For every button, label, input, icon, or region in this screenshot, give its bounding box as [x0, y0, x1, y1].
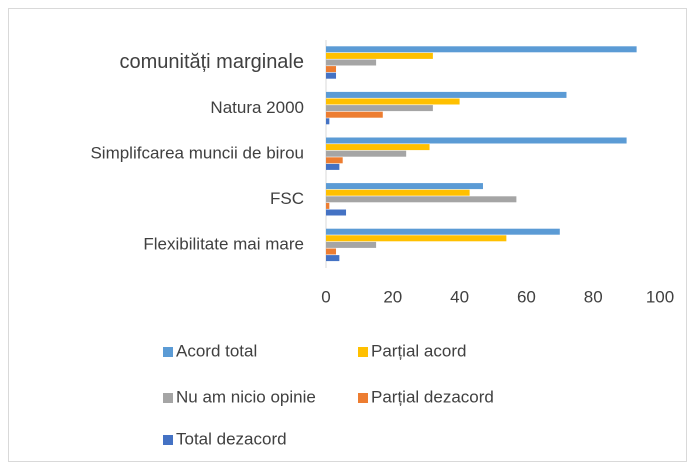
bar: [326, 52, 433, 59]
x-tick-label: 40: [450, 287, 469, 306]
bar: [326, 189, 470, 196]
x-tick-label: 0: [321, 287, 330, 306]
bar: [326, 248, 337, 255]
bar: [326, 183, 483, 190]
bar: [326, 111, 383, 118]
bar: [326, 59, 377, 66]
legend-label: Nu am nicio opinie: [176, 387, 316, 406]
bar: [326, 118, 330, 125]
bar: [326, 209, 347, 216]
bar: [326, 105, 433, 112]
x-tick-label: 60: [517, 287, 536, 306]
legend-swatch: [358, 393, 368, 403]
legend-swatch: [358, 347, 368, 357]
bar: [326, 150, 407, 157]
bar: [326, 235, 507, 242]
chart-frame: [8, 8, 687, 462]
x-tick-label: 100: [646, 287, 674, 306]
legend-label: Acord total: [176, 341, 257, 360]
legend-label: Parțial acord: [371, 341, 466, 360]
bar: [326, 163, 340, 170]
legend-label: Total dezacord: [176, 429, 287, 448]
legend-swatch: [163, 393, 173, 403]
bar: [326, 255, 340, 262]
bar: [326, 66, 337, 73]
bar: [326, 144, 430, 151]
bar: [326, 196, 517, 203]
bar: [326, 157, 343, 164]
bar: [326, 241, 377, 248]
y-tick-label: comunități marginale: [119, 51, 304, 73]
y-tick-label: Flexibilitate mai mare: [143, 235, 304, 254]
bar: [326, 228, 560, 235]
bar: [326, 91, 567, 98]
bar: [326, 202, 330, 209]
bar: [326, 72, 337, 79]
bar: [326, 46, 637, 53]
bar: [326, 98, 460, 105]
y-tick-label: Simplifcarea muncii de birou: [90, 143, 304, 162]
bar: [326, 137, 627, 144]
x-tick-label: 80: [584, 287, 603, 306]
y-tick-label: FSC: [270, 189, 304, 208]
x-tick-label: 20: [383, 287, 402, 306]
legend-swatch: [163, 347, 173, 357]
legend-swatch: [163, 435, 173, 445]
legend-label: Parțial dezacord: [371, 387, 494, 406]
y-tick-label: Natura 2000: [210, 98, 304, 117]
